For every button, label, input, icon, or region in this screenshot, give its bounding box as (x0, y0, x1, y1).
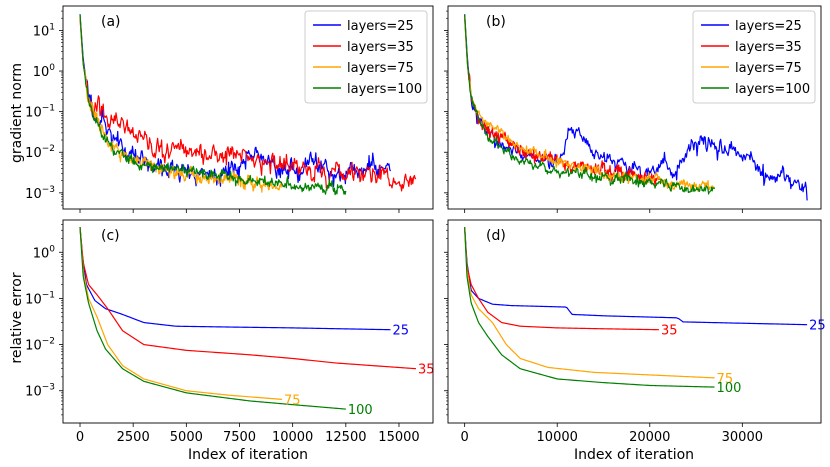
y-tick-label: 100 (33, 63, 56, 80)
series-line-layers-75 (464, 227, 715, 379)
series-line-layers-100 (79, 227, 346, 410)
y-tick-label: 10−3 (25, 185, 55, 202)
axes-frame (447, 219, 822, 424)
x-tick-label: 5000 (170, 430, 203, 445)
end-label-25: 25 (392, 324, 409, 339)
x-axis-label-left: Index of iteration (188, 447, 308, 463)
end-label-100: 100 (348, 403, 373, 418)
series-group (79, 227, 417, 410)
series-line-layers-35 (79, 227, 417, 370)
y-tick-label: 101 (33, 22, 55, 39)
x-tick-label: 10000 (537, 430, 578, 445)
legend-entry: layers=25 (735, 19, 802, 34)
y-tick-label: 10−1 (25, 104, 55, 121)
series-group (464, 14, 808, 201)
series-line-layers-25 (79, 227, 391, 331)
series-line-layers-25 (464, 14, 808, 201)
x-tick-label: 2500 (117, 430, 150, 445)
legend-entry: layers=75 (735, 61, 802, 76)
legend-box (304, 10, 428, 104)
legend-entry: layers=100 (347, 82, 422, 97)
legend: layers=25 layers=35 layers=75 layers=100 (304, 10, 428, 104)
series-line-layers-75 (79, 16, 283, 193)
axes-frame (447, 5, 822, 210)
series-line-layers-35 (464, 227, 660, 331)
panel-c: 100 10−1 10−2 10−3 0 2500 5000 7500 10000 12500 15… (25, 219, 435, 445)
end-label-75: 75 (717, 372, 734, 387)
y-axis-label-relative-error: relative error (9, 272, 25, 363)
panel-label: (c) (101, 228, 120, 244)
y-tick-label: 10−2 (25, 337, 55, 354)
x-tick-label: 20000 (629, 430, 670, 445)
axes-frame (62, 219, 434, 424)
y-tick-label: 10−1 (25, 290, 55, 307)
y-tick-label: 10−3 (25, 383, 55, 400)
series-line-layers-75 (79, 227, 283, 400)
y-tick-label: 100 (33, 244, 56, 261)
end-label-35: 35 (661, 324, 678, 339)
series-group (79, 14, 417, 196)
axes-frame (62, 5, 434, 210)
x-tick-label: 10000 (272, 430, 313, 445)
x-tick-label: 12500 (325, 430, 366, 445)
panel-b: (b) layers=25 layers=35 layers=75 layers=100 (444, 5, 822, 213)
end-label-100: 100 (717, 381, 742, 396)
end-label-75: 75 (284, 393, 301, 408)
x-tick-label: 30000 (722, 430, 763, 445)
panel-label: (a) (101, 14, 121, 30)
panel-label: (d) (486, 228, 506, 244)
legend-entry: layers=25 (347, 19, 414, 34)
x-tick-label: 15000 (378, 430, 419, 445)
y-axis-label-gradient-norm: gradient norm (9, 63, 25, 163)
panel-label: (b) (486, 14, 506, 30)
series-group (464, 227, 808, 388)
x-tick-label: 7500 (223, 430, 256, 445)
end-label-25: 25 (809, 319, 826, 334)
x-axis-label-right: Index of iteration (574, 447, 694, 463)
legend-box (692, 10, 816, 104)
series-line-layers-75 (464, 16, 716, 192)
legend: layers=25 layers=35 layers=75 layers=100 (692, 10, 816, 104)
legend-entry: layers=100 (735, 82, 810, 97)
series-line-layers-100 (79, 14, 347, 196)
end-label-35: 35 (418, 363, 435, 378)
legend-entry: layers=35 (735, 40, 802, 55)
series-line-layers-100 (464, 14, 716, 195)
legend-entry: layers=35 (347, 40, 414, 55)
y-tick-label: 10−2 (25, 144, 55, 161)
series-line-layers-35 (79, 18, 417, 192)
x-tick-label: 0 (461, 430, 469, 445)
series-line-layers-25 (464, 227, 808, 326)
x-tick-label: 0 (76, 430, 84, 445)
series-line-layers-100 (464, 227, 715, 388)
legend-entry: layers=75 (347, 61, 414, 76)
